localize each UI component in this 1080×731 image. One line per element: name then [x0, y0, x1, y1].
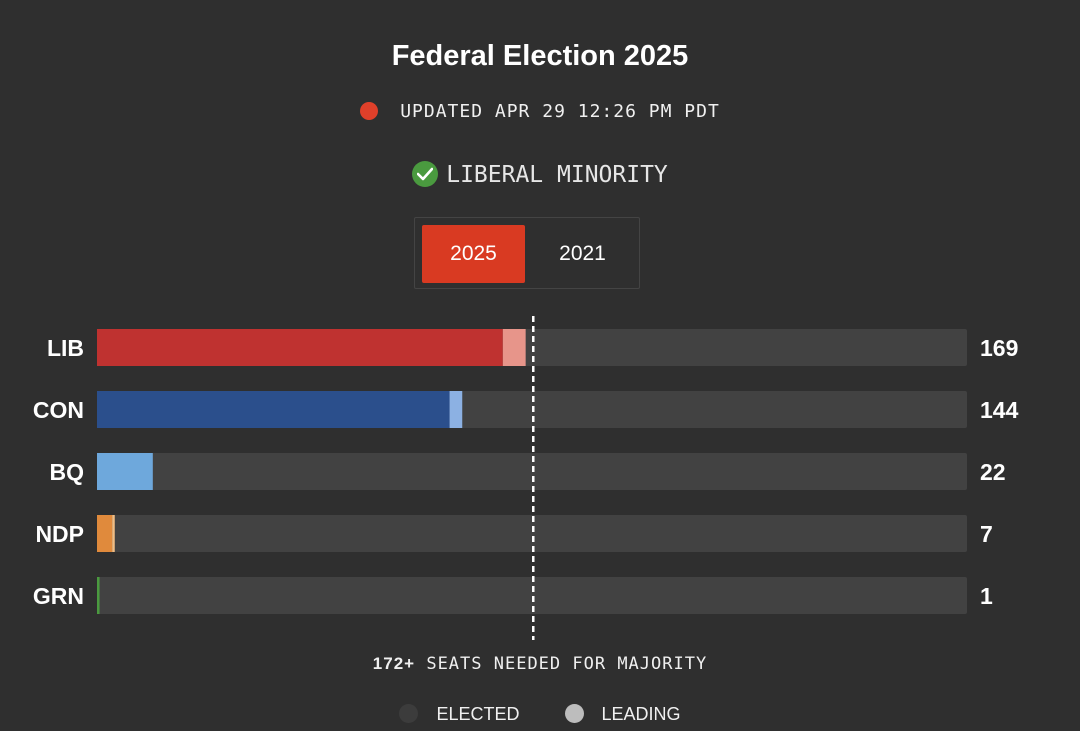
party-label-bq: BQ — [50, 459, 85, 485]
bar-elected-bq — [97, 453, 153, 490]
bar-elected-con — [97, 391, 450, 428]
bar-elected-ndp — [97, 515, 113, 552]
bar-elected-lib — [97, 329, 503, 366]
bar-track-ndp — [97, 515, 967, 552]
party-label-ndp: NDP — [35, 521, 84, 547]
result-label: LIBERAL MINORITY — [446, 162, 668, 188]
party-label-grn: GRN — [33, 583, 84, 609]
majority-note: 172+ SEATS NEEDED FOR MAJORITY — [0, 654, 1080, 674]
legend-label-leading: LEADING — [601, 704, 681, 724]
party-label-lib: LIB — [47, 335, 84, 361]
seat-total-lib: 169 — [980, 335, 1018, 361]
year-toggle: 2025 2021 — [414, 217, 640, 289]
live-dot-icon — [360, 102, 379, 120]
year-2025-button[interactable]: 2025 — [422, 225, 525, 283]
year-2021-button[interactable]: 2021 — [559, 242, 606, 265]
majority-label: SEATS NEEDED FOR MAJORITY — [426, 654, 708, 674]
bar-leading-ndp — [112, 515, 115, 552]
bar-track-grn — [97, 577, 967, 614]
result-status: LIBERAL MINORITY — [0, 158, 1080, 192]
legend-item-elected: ELECTED — [399, 702, 519, 726]
legend-item-leading: LEADING — [564, 702, 681, 726]
elected-swatch-icon — [399, 704, 419, 723]
bar-leading-lib — [502, 329, 526, 366]
seat-total-ndp: 7 — [980, 521, 993, 547]
bar-leading-con — [449, 391, 463, 428]
seat-total-grn: 1 — [980, 583, 993, 609]
bar-elected-grn — [97, 577, 100, 614]
page-title: Federal Election 2025 — [391, 40, 689, 72]
update-timestamp: UPDATED APR 29 12:26 PM PDT — [400, 101, 720, 122]
update-status: UPDATED APR 29 12:26 PM PDT — [0, 99, 1080, 125]
legend: ELECTED LEADING — [0, 702, 1080, 726]
seat-chart: LIB 169 CON 144 BQ 22 NDP 7 GRN 1 — [33, 316, 1019, 640]
party-label-con: CON — [33, 397, 84, 423]
legend-label-elected: ELECTED — [436, 704, 520, 724]
bar-track-bq — [97, 453, 967, 490]
seat-total-bq: 22 — [980, 459, 1006, 485]
majority-seat-count: 172+ — [372, 654, 416, 673]
seat-total-con: 144 — [980, 397, 1019, 423]
checkmark-icon — [412, 161, 439, 187]
leading-swatch-icon — [564, 704, 584, 723]
